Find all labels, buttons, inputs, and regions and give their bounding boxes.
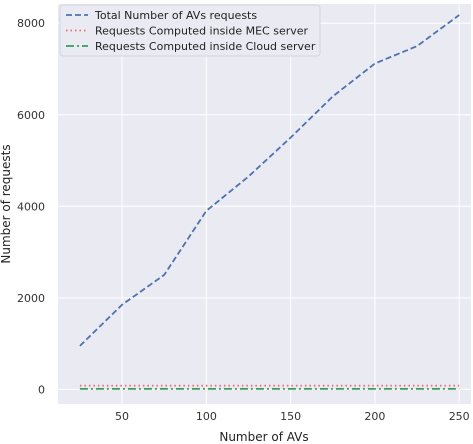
grid xyxy=(58,4,471,404)
y-tick-label: 2000 xyxy=(17,292,45,305)
plot-background xyxy=(58,4,471,404)
x-tick-label: 250 xyxy=(449,410,470,423)
x-tick-label: 200 xyxy=(364,410,385,423)
x-tick-label: 150 xyxy=(280,410,301,423)
legend: Total Number of AVs requests Requests Com… xyxy=(59,4,321,57)
x-tick-label: 50 xyxy=(115,410,129,423)
series-line-1 xyxy=(79,14,460,347)
tick-labels: 50 100 150 200 250 0 2000 4000 6000 8000 xyxy=(17,17,470,423)
y-tick-label: 4000 xyxy=(17,200,45,213)
x-axis-label: Number of AVs xyxy=(219,430,308,444)
y-tick-label: 0 xyxy=(38,383,45,396)
y-tick-label: 8000 xyxy=(17,17,45,30)
series-lines xyxy=(79,14,460,390)
x-tick-label: 100 xyxy=(196,410,217,423)
legend-box xyxy=(59,4,321,57)
y-axis-label: Number of requests xyxy=(0,144,13,263)
y-tick-label: 6000 xyxy=(17,109,45,122)
legend-label-3: Requests Computed inside Cloud server xyxy=(95,40,316,53)
legend-label-1: Total Number of AVs requests xyxy=(94,9,257,22)
legend-label-2: Requests Computed inside MEC server xyxy=(95,25,309,38)
